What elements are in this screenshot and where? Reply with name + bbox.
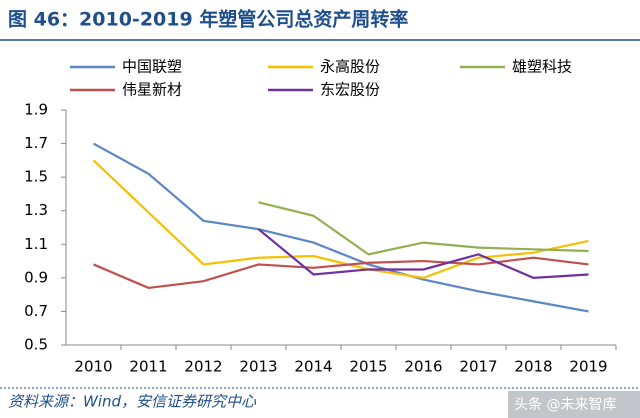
y-tick-label: 0.9	[24, 268, 48, 286]
x-tick-label: 2015	[349, 358, 387, 376]
x-tick-label: 2019	[569, 358, 607, 376]
series-line	[258, 201, 589, 256]
x-tick-label: 2012	[184, 358, 222, 376]
x-tick-label: 2013	[239, 358, 277, 376]
y-tick-label: 1.3	[24, 201, 48, 219]
y-tick-label: 1.5	[24, 168, 48, 186]
x-tick-label: 2018	[514, 358, 552, 376]
y-tick-label: 0.5	[24, 336, 48, 354]
legend-label: 伟星新材	[122, 81, 182, 99]
y-tick-label: 1.7	[24, 134, 48, 152]
source: 资料来源：Wind，安信证券研究中心	[8, 393, 257, 411]
watermark-bg	[508, 391, 640, 418]
y-tick-label: 1.9	[24, 101, 48, 119]
x-tick-label: 2011	[129, 358, 167, 376]
legend-label: 永高股份	[320, 58, 380, 76]
chart-title: 图 46：2010-2019 年塑管公司总资产周转率	[8, 8, 408, 31]
y-tick-label: 0.7	[24, 302, 48, 320]
series-line	[257, 228, 589, 279]
watermark: 头条 @未来智库	[514, 396, 616, 413]
legend-label: 东宏股份	[320, 81, 380, 99]
legend-label: 中国联塑	[122, 58, 182, 76]
x-tick-label: 2017	[459, 358, 497, 376]
series-line	[92, 142, 589, 313]
y-tick-label: 1.1	[24, 235, 48, 253]
legend-label: 雄塑科技	[512, 58, 572, 76]
series-line	[92, 159, 589, 279]
x-tick-label: 2016	[404, 358, 442, 376]
x-tick-label: 2010	[74, 358, 112, 376]
x-tick-label: 2014	[294, 358, 332, 376]
series-line	[93, 256, 589, 290]
